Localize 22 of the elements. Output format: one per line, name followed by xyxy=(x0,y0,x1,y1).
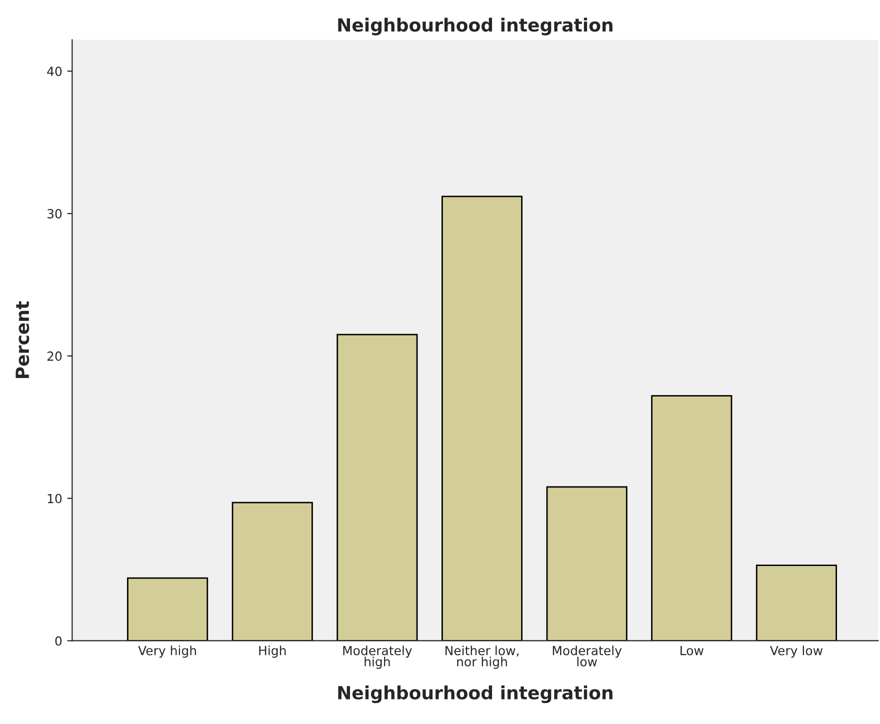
bar xyxy=(756,564,838,641)
x-tick-label: Low xyxy=(680,646,704,656)
bar xyxy=(441,196,523,641)
bar xyxy=(127,577,208,641)
x-tick-label: Very high xyxy=(138,646,196,658)
y-tick-label: 20 xyxy=(47,351,62,361)
x-tick-label: High xyxy=(259,646,286,658)
bar xyxy=(546,486,628,641)
x-tick-label: Neither low, nor high xyxy=(446,646,519,669)
y-tick-label: 30 xyxy=(47,209,62,218)
y-tick-label: 40 xyxy=(47,66,62,76)
x-tick-label: Moderately low xyxy=(552,646,622,666)
bar xyxy=(651,395,732,641)
y-tick-label: 0 xyxy=(55,636,62,646)
x-axis-title: Neighbourhood integration xyxy=(338,686,612,704)
x-tick-label: Moderately high xyxy=(343,646,412,669)
y-tick-label: 10 xyxy=(48,494,62,504)
bar xyxy=(336,334,418,641)
bar xyxy=(232,502,313,641)
chart-title: Neighbourhood integration xyxy=(338,18,612,36)
x-tick-label: Very low xyxy=(770,646,823,658)
y-axis-title: Percent xyxy=(16,301,30,378)
